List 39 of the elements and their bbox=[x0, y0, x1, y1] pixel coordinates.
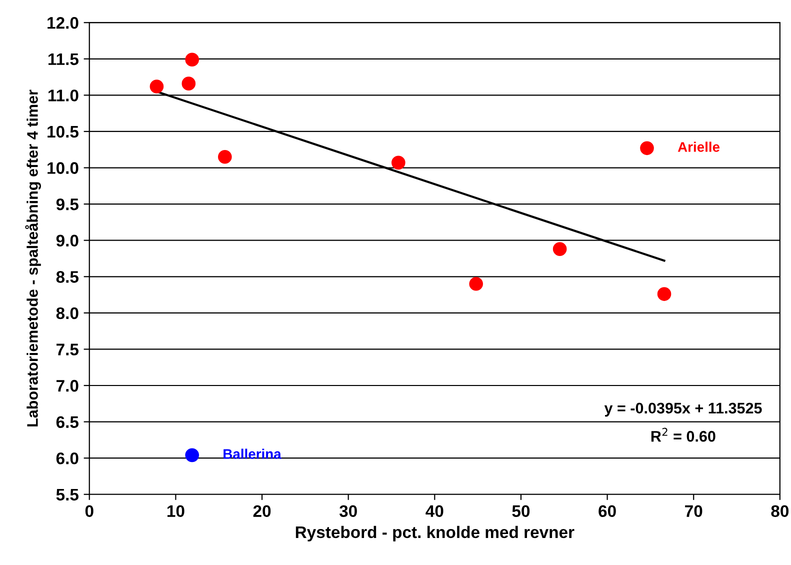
point bbox=[469, 276, 483, 291]
point bbox=[640, 141, 654, 156]
point bbox=[185, 448, 200, 462]
y-tick-label: 10.0 bbox=[48, 162, 78, 174]
x-tick-label: 80 bbox=[771, 505, 789, 518]
x-axis-title: Rystebord - pct. knolde med revner bbox=[296, 526, 574, 542]
point bbox=[150, 80, 164, 94]
y-tick-label: 10.5 bbox=[48, 126, 79, 138]
x-tick-label: 50 bbox=[512, 505, 530, 518]
annotation: Ballerina bbox=[224, 448, 282, 459]
annotation: R$^{2}$ = 0.60 bbox=[651, 428, 716, 442]
annotation: Arielle bbox=[678, 142, 720, 152]
point bbox=[182, 76, 196, 90]
y-tick-label: 5.5 bbox=[56, 488, 79, 501]
y-tick-label: 11.0 bbox=[48, 90, 78, 102]
y-tick-label: 6.0 bbox=[56, 452, 78, 464]
y-tick-label: 7.0 bbox=[56, 380, 78, 392]
y-tick-label: 8.0 bbox=[56, 307, 78, 320]
point bbox=[218, 150, 232, 164]
point bbox=[552, 242, 567, 256]
y-tick-label: 12.0 bbox=[48, 17, 78, 29]
y-tick-label: 8.5 bbox=[56, 271, 79, 283]
y-tick-label: 9.5 bbox=[56, 198, 79, 210]
x-tick-label: 30 bbox=[339, 505, 357, 518]
x-tick-label: 20 bbox=[253, 505, 271, 518]
y-tick-label: 9.0 bbox=[56, 234, 78, 247]
y-tick-label: 11.5 bbox=[48, 53, 79, 66]
x-tick-label: 60 bbox=[598, 505, 616, 518]
y-tick-label: 7.5 bbox=[56, 344, 79, 356]
x-tick-label: 10 bbox=[167, 505, 184, 518]
annotation: y = -0.0395x + 11.3525 bbox=[604, 402, 762, 417]
y-tick-label: 6.5 bbox=[56, 416, 79, 428]
point bbox=[185, 52, 200, 67]
x-tick-label: 40 bbox=[426, 505, 444, 518]
point bbox=[391, 156, 406, 170]
x-tick-label: 0 bbox=[85, 505, 94, 518]
y-axis-title: Laboratoriemetode - spalteåbning efter 4 timer bbox=[25, 90, 41, 426]
point bbox=[657, 287, 672, 301]
x-tick-label: 70 bbox=[685, 505, 702, 518]
